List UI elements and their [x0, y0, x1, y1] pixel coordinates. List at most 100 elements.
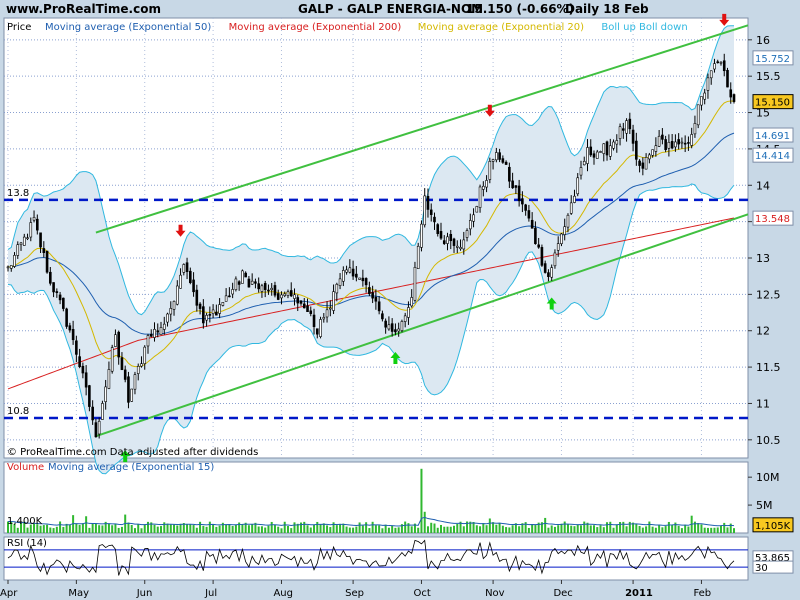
candle-body — [468, 220, 472, 230]
candle — [55, 288, 59, 298]
candle — [159, 321, 163, 336]
candle — [361, 269, 365, 287]
candle-body — [49, 271, 52, 284]
candle-body — [218, 304, 221, 314]
rsi-right-label: 30 — [755, 563, 768, 574]
candle — [195, 284, 199, 312]
volume-bar — [101, 525, 104, 533]
candle-body — [459, 247, 462, 250]
candle-body — [267, 289, 270, 292]
candle-body — [521, 198, 524, 205]
candle-body — [693, 123, 697, 135]
volume-bar — [130, 525, 133, 533]
volume-bar — [726, 527, 729, 533]
candle-body — [537, 244, 540, 248]
volume-bar — [273, 524, 276, 533]
candle — [329, 300, 332, 317]
volume-bar — [309, 527, 312, 533]
candle-body — [58, 294, 62, 301]
volume-bar — [16, 527, 19, 533]
candle — [16, 241, 20, 259]
candle — [615, 134, 619, 153]
volume-bar — [606, 522, 609, 533]
candle-body — [400, 321, 404, 331]
up-arrow — [546, 297, 557, 310]
price-label-box — [752, 94, 794, 110]
candle — [696, 104, 700, 129]
volume-bar — [10, 521, 13, 533]
volume-bar — [371, 521, 374, 533]
volume-axis-label: 5M — [756, 499, 773, 512]
candle — [680, 137, 684, 149]
bollinger-band-fill — [8, 25, 734, 474]
candle-body — [472, 214, 475, 222]
volume-bar — [342, 523, 345, 533]
volume-bar — [117, 527, 120, 533]
volume-bar — [508, 527, 511, 533]
candle — [244, 271, 247, 278]
volume-bar — [417, 527, 420, 533]
candle-body — [101, 403, 104, 420]
candle-body — [26, 237, 29, 240]
candle-body — [651, 149, 654, 156]
candle — [172, 300, 176, 316]
candle-body — [586, 147, 589, 164]
volume-bar — [557, 525, 560, 533]
candle-body — [55, 291, 59, 293]
candle — [540, 244, 544, 267]
candle-body — [706, 77, 710, 91]
volume-bar — [706, 527, 709, 533]
candle — [247, 275, 251, 288]
volume-bar — [651, 526, 654, 533]
candle-body — [641, 162, 645, 169]
candle-body — [325, 309, 329, 318]
candle-body — [436, 224, 440, 234]
y-axis-label: 11 — [756, 397, 770, 410]
chart-header: www.ProRealTime.com GALP - GALP ENERGIA-… — [0, 0, 800, 18]
price-legend-item: Moving average (Exponential 200) — [229, 22, 402, 33]
candle — [260, 283, 264, 298]
volume-bar — [550, 525, 553, 533]
candle-body — [149, 333, 153, 337]
x-axis-label: Sep — [345, 588, 364, 599]
volume-bar — [306, 525, 309, 533]
volume-bar — [114, 523, 117, 533]
candle — [384, 318, 387, 334]
candle-body — [293, 294, 296, 299]
candle-body — [104, 386, 107, 402]
candle — [202, 299, 205, 329]
volume-bar — [186, 524, 189, 533]
candle-body — [241, 270, 244, 284]
candle — [625, 118, 628, 142]
candle — [504, 160, 508, 165]
volume-bar — [332, 522, 335, 533]
candle-body — [19, 242, 23, 246]
volume-bar — [596, 527, 599, 533]
candle-body — [280, 294, 283, 299]
candle — [374, 289, 378, 310]
candle-body — [501, 158, 505, 163]
volume-bar — [602, 527, 605, 533]
candle-body — [625, 120, 628, 134]
site-name[interactable]: www.ProRealTime.com — [6, 2, 161, 16]
chart-footer: © ProRealTime.com Data adjusted after di… — [7, 447, 258, 458]
candle-body — [42, 248, 46, 253]
channel-lower-line — [95, 213, 749, 438]
candle — [508, 162, 511, 189]
candle — [716, 59, 720, 64]
candle-body — [71, 329, 75, 341]
candle-body — [491, 159, 495, 162]
volume-bar — [723, 522, 726, 533]
candle — [732, 93, 736, 104]
candle — [573, 189, 576, 204]
volume-bar — [625, 526, 628, 533]
candle — [231, 282, 234, 299]
candle — [644, 153, 648, 170]
candle — [156, 323, 160, 338]
candle — [205, 312, 208, 327]
volume-right-label: 1,105K — [755, 521, 791, 532]
candle — [88, 384, 91, 412]
candle-body — [179, 274, 182, 289]
candle-body — [726, 69, 729, 88]
